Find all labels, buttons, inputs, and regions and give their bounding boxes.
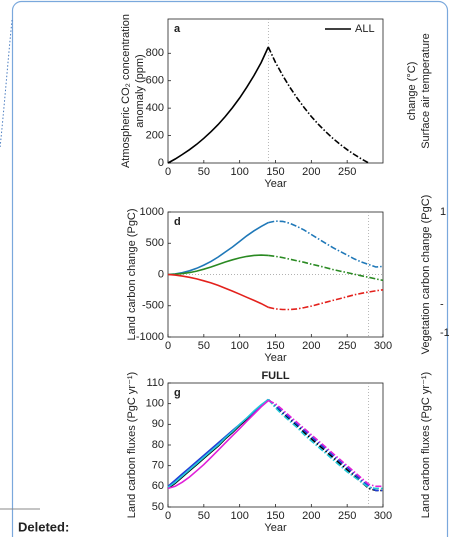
y-tick-label: 1000	[140, 206, 164, 218]
x-tick-label: 100	[230, 340, 248, 352]
series-line	[268, 254, 384, 282]
y-tick-label: 60	[152, 480, 164, 492]
panel-label: g	[174, 387, 181, 399]
right-axis-label: Surface air temperature	[420, 33, 432, 149]
y-tick-label: 200	[146, 129, 164, 141]
x-tick-label: 200	[302, 166, 320, 178]
deleted-label: Deleted:	[18, 519, 69, 534]
panel-label: a	[174, 23, 181, 35]
x-axis-label: Year	[264, 352, 287, 364]
series-line	[167, 399, 269, 490]
series-line	[167, 254, 269, 276]
x-tick-label: 200	[302, 510, 320, 522]
y-tick-label: 70	[152, 460, 164, 472]
series-line	[267, 46, 370, 164]
series-line	[167, 398, 269, 489]
y-tick-label: 800	[146, 47, 164, 59]
y-axis-label: anomaly (ppm)	[134, 54, 146, 127]
legend-label: ALL	[355, 23, 375, 35]
x-tick-label: 150	[266, 510, 284, 522]
x-tick-label: 50	[198, 510, 210, 522]
x-tick-label: 150	[266, 340, 284, 352]
series-line	[267, 398, 383, 490]
comment-box	[11, 0, 449, 537]
series-line	[167, 46, 270, 164]
series-line	[267, 399, 383, 488]
y-axis-label: Land carbon fluxes (PgC yr⁻¹)	[126, 372, 138, 518]
panel-label: d	[174, 216, 181, 228]
x-tick-label: 200	[302, 340, 320, 352]
y-tick-label: 80	[152, 439, 164, 451]
axes-box	[167, 382, 384, 508]
right-tick-label: -1	[440, 327, 449, 339]
y-tick-label: 110	[146, 377, 164, 389]
series-line	[268, 220, 384, 268]
y-axis-label: Land carbon change (PgC)	[126, 208, 138, 340]
y-tick-label: -500	[142, 300, 164, 312]
series-line	[167, 221, 269, 276]
x-tick-label: 300	[374, 340, 392, 352]
right-axis-label: Vegetation carbon change (PgC)	[420, 195, 432, 355]
y-tick-label: 50	[152, 501, 164, 513]
y-tick-label: -1000	[136, 331, 164, 343]
chart-title: FULL	[261, 370, 289, 382]
connector	[0, 19, 13, 149]
x-tick-label: 250	[338, 510, 356, 522]
y-tick-label: 90	[152, 418, 164, 430]
y-tick-label: 0	[158, 268, 164, 280]
x-tick-label: 100	[230, 166, 248, 178]
x-axis-label: Year	[264, 522, 287, 534]
x-tick-label: 0	[165, 510, 171, 522]
y-tick-label: 100	[146, 398, 164, 410]
y-tick-label: 500	[146, 237, 164, 249]
x-tick-label: 0	[165, 340, 171, 352]
y-axis-label: Atmospheric CO₂ concentration	[120, 14, 132, 168]
right-tick-label: -	[440, 298, 444, 310]
series-line	[268, 289, 384, 311]
x-tick-label: 250	[338, 340, 356, 352]
x-tick-label: 150	[266, 166, 284, 178]
y-tick-label: 600	[146, 75, 164, 87]
x-tick-label: 50	[198, 166, 210, 178]
x-tick-label: 0	[165, 166, 171, 178]
x-tick-label: 50	[198, 340, 210, 352]
series-line	[167, 273, 269, 309]
series-line	[267, 398, 383, 492]
y-tick-label: 400	[146, 102, 164, 114]
x-tick-label: 300	[374, 510, 392, 522]
x-axis-label: Year	[264, 178, 287, 190]
x-tick-label: 250	[338, 166, 356, 178]
series-line	[267, 398, 383, 492]
x-tick-label: 100	[230, 510, 248, 522]
right-axis-label: Land carbon fluxes (PgC yr⁻¹)	[420, 372, 432, 518]
right-tick-label: 1	[440, 206, 446, 218]
axes-box	[167, 211, 384, 338]
y-tick-label: 0	[158, 157, 164, 169]
right-axis-label: change (°C)	[406, 62, 418, 121]
